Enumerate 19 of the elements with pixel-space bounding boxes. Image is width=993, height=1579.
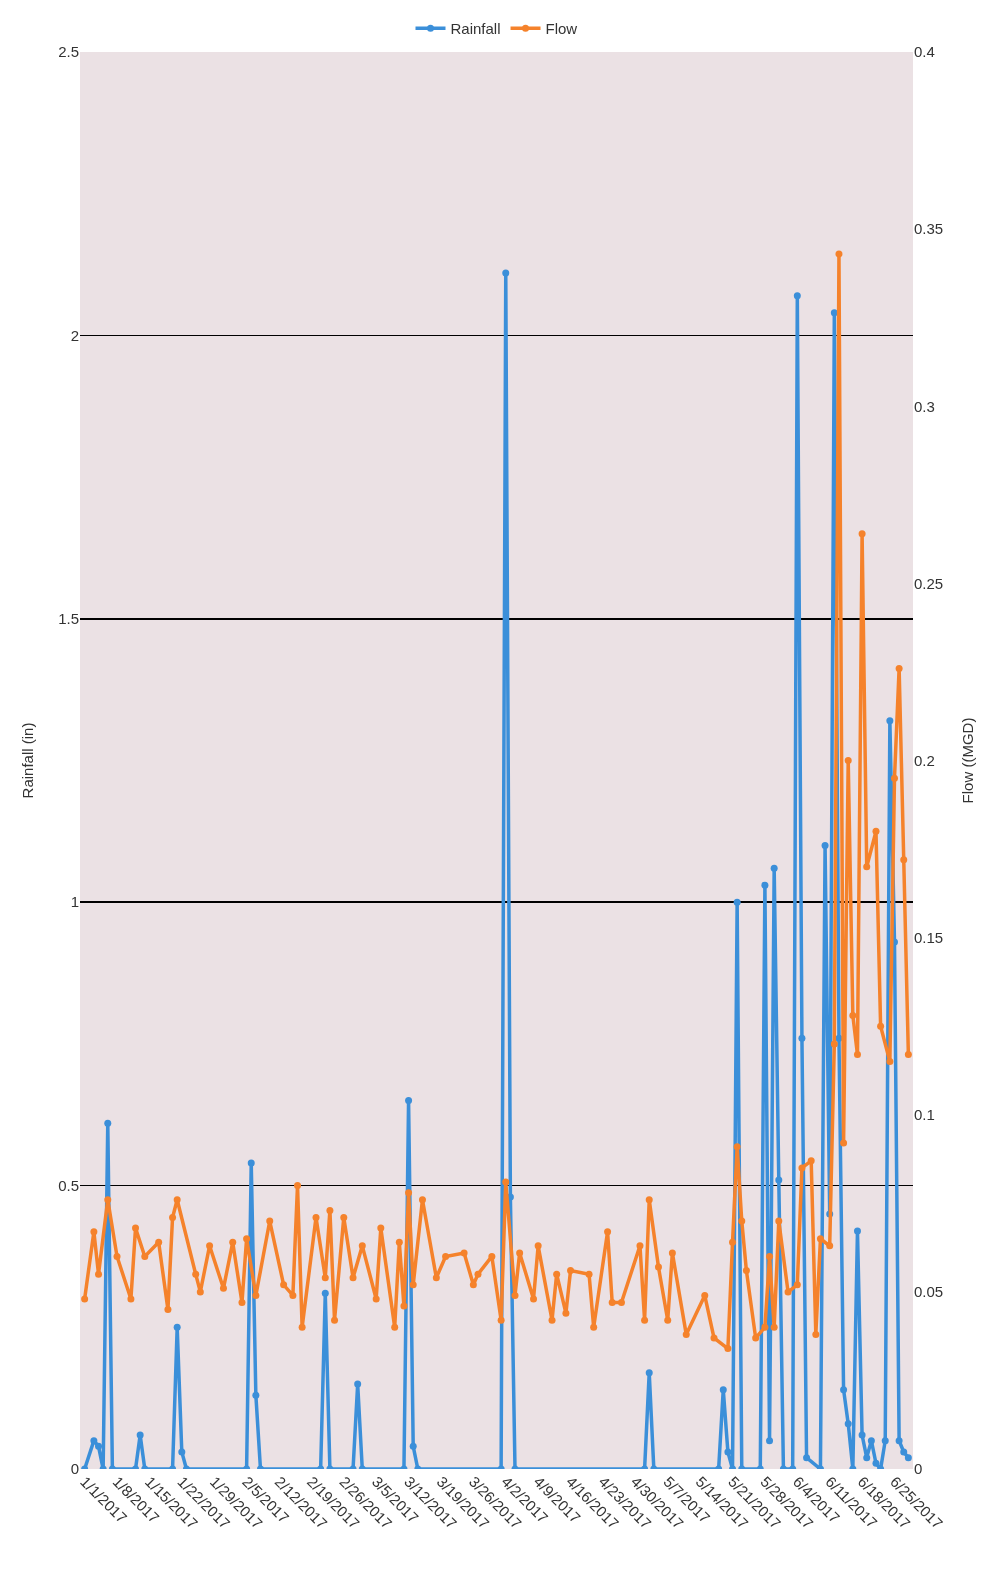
legend-label: Flow: [545, 20, 578, 38]
y-tick-label: 2.5: [58, 43, 79, 61]
y2-tick-label: 0.4: [914, 43, 935, 61]
y-tick-label: 1: [70, 893, 79, 911]
y2-tick-label: 0.25: [914, 574, 944, 592]
y-tick-label: 0: [70, 1460, 79, 1478]
y2-tick-label: 0.05: [914, 1283, 944, 1301]
y-tick-label: 0.5: [58, 1176, 79, 1194]
y2-tick-label: 0.1: [914, 1106, 935, 1123]
y2-tick-label: 0.15: [914, 928, 944, 946]
y2-tick-label: 0.35: [914, 220, 944, 238]
y2-tick-label: 0.2: [914, 751, 935, 769]
y-tick-label: 1.5: [58, 610, 79, 628]
y2-tick-label: 0.3: [914, 397, 935, 415]
y-tick-label: 2: [70, 326, 79, 344]
y2-tick-label: 0: [914, 1460, 923, 1478]
legend-label: Rainfall: [450, 20, 501, 38]
y-axis-title: Rainfall (in): [19, 722, 37, 799]
y2-axis-title: Flow ((MGD): [959, 717, 977, 804]
